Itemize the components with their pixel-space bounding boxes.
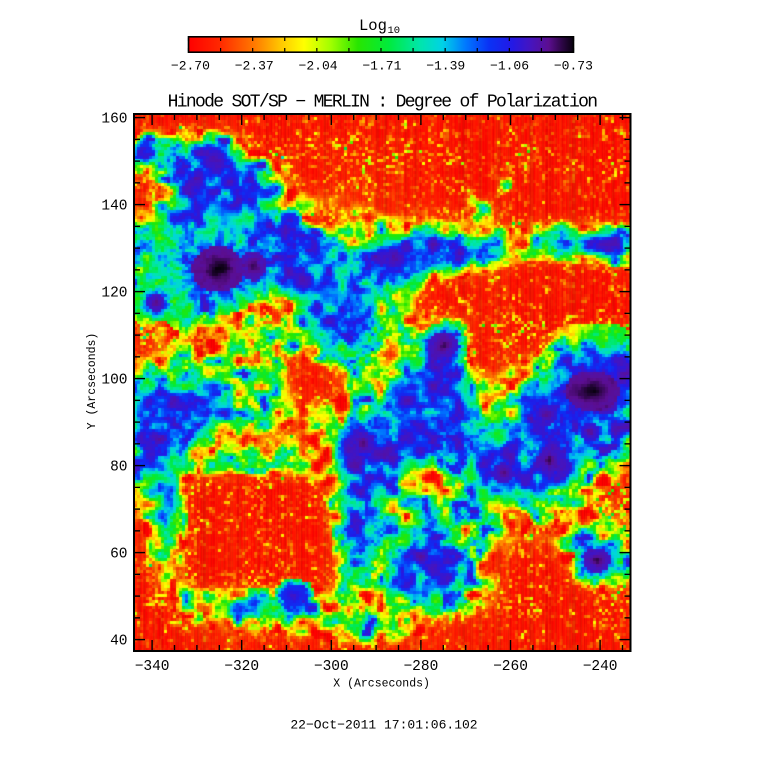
svg-text:Hinode SOT/SP − MERLIN : Degre: Hinode SOT/SP − MERLIN : Degree of Polar… <box>168 92 598 112</box>
svg-text:−280: −280 <box>403 659 438 675</box>
svg-text:−260: −260 <box>493 659 528 675</box>
svg-text:−2.70: −2.70 <box>171 59 210 74</box>
svg-text:22−Oct−2011 17:01:06.102: 22−Oct−2011 17:01:06.102 <box>290 718 477 733</box>
svg-text:140: 140 <box>101 198 127 214</box>
svg-text:−2.37: −2.37 <box>235 59 274 74</box>
svg-text:−340: −340 <box>135 659 170 675</box>
svg-text:−240: −240 <box>583 659 618 675</box>
svg-text:−0.73: −0.73 <box>554 59 593 74</box>
svg-text:100: 100 <box>101 372 127 388</box>
svg-text:60: 60 <box>110 546 127 562</box>
svg-text:10: 10 <box>388 25 401 37</box>
svg-text:−320: −320 <box>224 659 259 675</box>
svg-text:80: 80 <box>110 459 127 475</box>
svg-text:−300: −300 <box>314 659 349 675</box>
svg-text:Y (Arcseconds): Y (Arcseconds) <box>86 333 99 430</box>
svg-text:160: 160 <box>101 111 127 127</box>
svg-text:40: 40 <box>110 633 127 649</box>
svg-text:−1.06: −1.06 <box>490 59 529 74</box>
svg-text:Log: Log <box>359 17 387 35</box>
svg-text:−2.04: −2.04 <box>299 59 338 74</box>
svg-text:X (Arcseconds): X (Arcseconds) <box>333 678 430 691</box>
svg-text:−1.71: −1.71 <box>362 59 401 74</box>
svg-text:120: 120 <box>101 285 127 301</box>
svg-text:−1.39: −1.39 <box>426 59 465 74</box>
